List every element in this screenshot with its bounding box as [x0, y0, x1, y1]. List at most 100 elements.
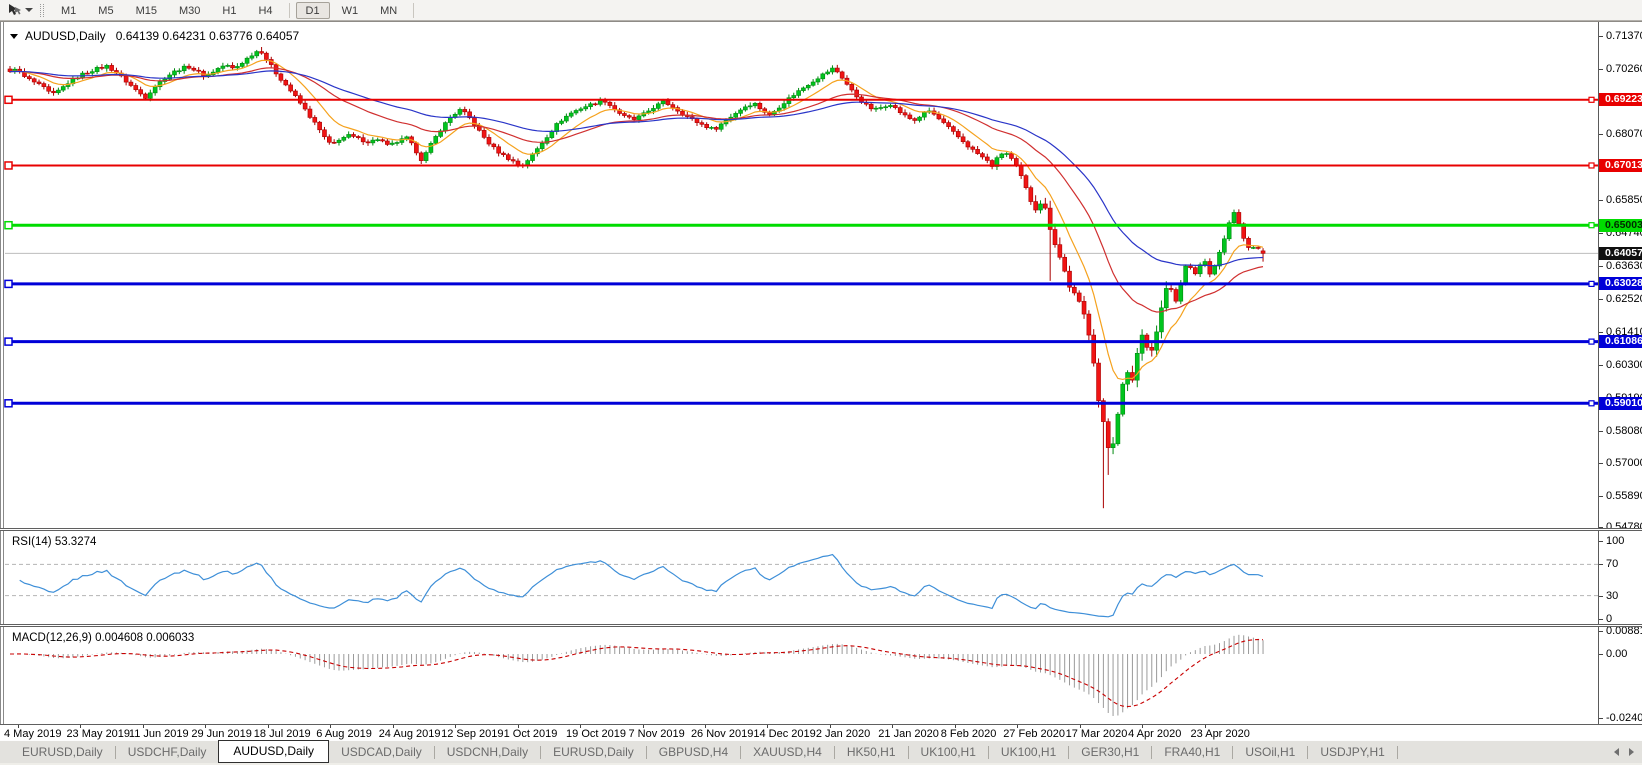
timeframe-buttons: M1 M5 M15 M30 H1 H4 D1 W1 MN: [50, 1, 419, 19]
tab-separator: [114, 746, 116, 759]
moving-average-30: [9, 67, 1264, 313]
chart-tab-UK100-H1[interactable]: UK100,H1: [1000, 745, 1057, 759]
timeframe-button-MN[interactable]: MN: [380, 4, 398, 17]
macd-panel-splitter[interactable]: [0, 624, 1642, 627]
date-tick: [205, 725, 207, 728]
chart-workspace: AUDUSD,Daily 0.64139 0.64231 0.63776 0.6…: [0, 21, 1642, 724]
date-label-1-Oct-2019: 1 Oct 2019: [503, 728, 558, 740]
price-tick-0.63630-label: 0.63630: [1606, 260, 1642, 272]
chart-tab-GBPUSD-H4[interactable]: GBPUSD,H4: [658, 745, 729, 759]
rsi-panel-splitter[interactable]: [0, 528, 1642, 531]
macd-histogram: [14, 634, 1264, 716]
moving-average-55: [9, 70, 1264, 267]
date-tick: [1204, 725, 1206, 728]
cursor-tool-icon[interactable]: [4, 2, 24, 19]
date-label-8-Feb-2020: 8 Feb 2020: [940, 728, 997, 740]
price-tick-0.57000-label: 0.57000: [1606, 457, 1642, 470]
rsi-tick-0-tick: [1599, 619, 1603, 620]
date-tick: [704, 725, 706, 728]
tab-separator: [1232, 746, 1234, 759]
price-axis[interactable]: 0.71370 0.70260 0.68070 0.65850 0.64740 0.636…: [1598, 22, 1642, 724]
date-tick: [80, 725, 82, 728]
toolbar-separator: [288, 2, 290, 18]
date-tick: [1079, 725, 1081, 728]
macd-tick--0.024082-label: -0.024082: [1606, 711, 1642, 724]
chart-canvas[interactable]: [0, 22, 1598, 724]
price-tick-0.58080-label: 0.58080: [1606, 424, 1642, 437]
tab-separator: [907, 746, 909, 759]
tab-separator: [433, 746, 435, 759]
date-tick: [642, 725, 644, 728]
chart-title: AUDUSD,Daily 0.64139 0.64231 0.63776 0.6…: [10, 29, 299, 43]
price-tick-0.62520-label: 0.62520: [1606, 292, 1642, 305]
chart-tab-AUDUSD-Daily[interactable]: AUDUSD,Daily: [218, 740, 330, 763]
tab-separator: [645, 746, 647, 759]
price-tick-0.55890-label: 0.55890: [1606, 490, 1642, 502]
timeframe-button-M1[interactable]: M1: [61, 4, 77, 17]
date-tick: [18, 725, 19, 728]
price-tick-0.60300-label: 0.60300: [1606, 358, 1642, 371]
timeframe-button-H4[interactable]: H4: [258, 4, 273, 17]
date-tick: [829, 725, 831, 728]
tab-scroll-left-icon[interactable]: [1614, 748, 1619, 756]
date-label-27-Feb-2020: 27 Feb 2020: [1003, 728, 1065, 740]
date-tick: [1017, 725, 1019, 728]
toolbar-grip[interactable]: [40, 3, 44, 17]
price-badge-0.63028: 0.63028: [1599, 277, 1642, 291]
chart-tab-FRA40-H1[interactable]: FRA40,H1: [1164, 745, 1221, 759]
symbol-dropdown-caret-icon[interactable]: [10, 33, 18, 39]
tab-scroll-right-icon[interactable]: [1629, 748, 1634, 756]
chart-tab-USOil-H1[interactable]: USOil,H1: [1245, 745, 1296, 759]
chart-tab-GER30-H1[interactable]: GER30,H1: [1081, 745, 1140, 759]
price-tick-0.71370-tick: [1599, 36, 1603, 37]
date-label-26-Nov-2019: 26 Nov 2019: [690, 728, 754, 740]
price-tick-0.71370-label: 0.71370: [1606, 30, 1642, 42]
rsi-tick-70-tick: [1599, 564, 1603, 566]
price-tick-0.61410-tick: [1599, 331, 1603, 333]
timeframe-button-W1[interactable]: W1: [341, 4, 359, 17]
cursor-tool-dropdown-icon[interactable]: [25, 8, 33, 12]
price-tick-0.64740-tick: [1599, 233, 1603, 235]
chart-tab-bar: EURUSD,Daily USDCHF,Daily AUDUSD,Daily USDC…: [0, 740, 1642, 763]
timeframe-button-H1[interactable]: H1: [222, 4, 237, 17]
chart-tab-XAUUSD-H4[interactable]: XAUUSD,H4: [753, 745, 822, 759]
date-tick: [142, 725, 144, 728]
tab-separator: [1068, 746, 1070, 759]
price-badge-0.67013: 0.67013: [1599, 158, 1642, 172]
tab-separator: [540, 746, 542, 759]
date-label-19-Oct-2019: 19 Oct 2019: [566, 728, 626, 740]
chart-tab-USDCAD-Daily[interactable]: USDCAD,Daily: [341, 745, 422, 759]
date-tick: [954, 725, 956, 728]
chart-tab-UK100-H1[interactable]: UK100,H1: [920, 745, 976, 759]
timeframe-button-D1[interactable]: D1: [295, 1, 330, 19]
price-badge-0.65003: 0.65003: [1599, 218, 1642, 232]
chart-tab-HK50-H1[interactable]: HK50,H1: [846, 745, 896, 759]
horizontal-lines-layer[interactable]: [4, 95, 1598, 408]
timeframe-button-M30[interactable]: M30: [178, 4, 201, 17]
timeframe-button-M15[interactable]: M15: [135, 4, 157, 17]
tab-separator: [1396, 746, 1398, 759]
date-tick: [767, 725, 769, 728]
status-strip: [0, 763, 1642, 765]
rsi-tick-0-label: 0: [1606, 613, 1613, 625]
date-label-23-Apr-2020: 23 Apr 2020: [1190, 728, 1250, 740]
price-tick-0.58080-tick: [1599, 430, 1603, 432]
tab-separator: [740, 746, 742, 759]
chart-tab-EURUSD-Daily[interactable]: EURUSD,Daily: [553, 745, 634, 759]
chart-tab-EURUSD-Daily[interactable]: EURUSD,Daily: [22, 745, 103, 759]
timeframe-button-M5[interactable]: M5: [98, 4, 114, 17]
macd-tick-0.008815-tick: [1599, 630, 1603, 632]
date-axis[interactable]: 4 May 2019 23 May 2019 11 Jun 2019 29 Jun 2…: [0, 724, 1642, 740]
date-tick: [455, 725, 457, 728]
chart-ohlc-values: 0.64139 0.64231 0.63776 0.64057: [115, 29, 300, 43]
date-label-18-Jul-2019: 18 Jul 2019: [253, 728, 311, 740]
chart-tab-USDCNH-Daily[interactable]: USDCNH,Daily: [446, 745, 529, 759]
chart-tab-USDJPY-H1[interactable]: USDJPY,H1: [1320, 745, 1385, 759]
price-tick-0.60300-tick: [1599, 364, 1603, 366]
toolbar-separator: [413, 2, 415, 18]
chart-tab-USDCHF-Daily[interactable]: USDCHF,Daily: [127, 745, 207, 759]
date-label-24-Aug-2019: 24 Aug 2019: [378, 728, 441, 740]
macd-tick-0.00-label: 0.00: [1606, 648, 1628, 660]
date-tick: [580, 725, 582, 728]
macd-signal-line: [10, 639, 1264, 708]
